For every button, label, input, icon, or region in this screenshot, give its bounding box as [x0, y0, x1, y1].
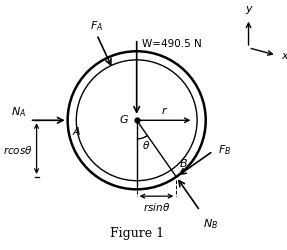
Text: $r$: $r$	[161, 105, 168, 116]
Text: $F_B$: $F_B$	[218, 142, 231, 156]
Text: $F_A$: $F_A$	[90, 19, 103, 33]
Text: W=490.5 N: W=490.5 N	[141, 39, 201, 49]
Text: $rcos\theta$: $rcos\theta$	[3, 143, 32, 155]
Text: $A$: $A$	[73, 124, 82, 136]
Text: $rsin\theta$: $rsin\theta$	[143, 200, 170, 212]
Text: $\theta$: $\theta$	[142, 138, 150, 150]
Text: $B$: $B$	[179, 156, 188, 168]
Text: $N_A$: $N_A$	[11, 104, 26, 118]
Text: $x$: $x$	[281, 51, 287, 61]
Text: $G$: $G$	[119, 112, 129, 124]
Text: $N_B$: $N_B$	[203, 216, 218, 230]
Text: $y$: $y$	[245, 4, 254, 16]
Text: Figure 1: Figure 1	[110, 226, 164, 239]
